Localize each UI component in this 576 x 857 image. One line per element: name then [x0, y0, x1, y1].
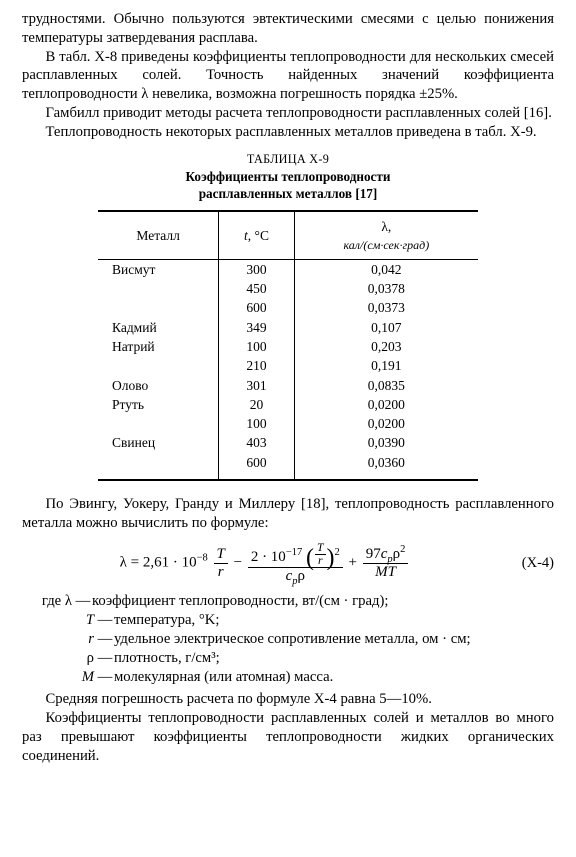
cell-temp: 450	[219, 279, 294, 298]
table-title: Коэффициенты теплопроводности расплавлен…	[22, 169, 554, 202]
table-row: 6000,0360	[98, 453, 478, 480]
col-temp: t, °C	[219, 211, 294, 259]
symbol-definitions: где λ — коэффициент теплопроводности, вт…	[22, 592, 554, 686]
cell-temp: 600	[219, 298, 294, 317]
cell-metal: Натрий	[98, 337, 219, 356]
cell-lambda: 0,042	[294, 259, 478, 279]
cell-lambda: 0,107	[294, 318, 478, 337]
cell-lambda: 0,0360	[294, 453, 478, 480]
def-M: молекулярная (или атомная) масса.	[114, 668, 554, 687]
cell-temp: 100	[219, 337, 294, 356]
cell-temp: 349	[219, 318, 294, 337]
term-3: 97cpρ2 MT	[363, 546, 409, 580]
cell-lambda: 0,0200	[294, 414, 478, 433]
cell-metal: Ртуть	[98, 395, 219, 414]
def-rho: плотность, г/см³;	[114, 649, 554, 668]
table-row: Ртуть200,0200	[98, 395, 478, 414]
cell-lambda: 0,203	[294, 337, 478, 356]
paragraph-7: Коэффициенты теплопроводности расплавлен…	[22, 709, 554, 765]
table-header-row: Металл t, °C λ, кал/(см·сек·град)	[98, 211, 478, 259]
table-caption: ТАБЛИЦА X-9	[22, 152, 554, 168]
def-lambda: коэффициент теплопроводности, вт/(см · г…	[92, 592, 554, 611]
cell-metal: Олово	[98, 376, 219, 395]
term-2: 2 · 10−17 ( T r )2 cpρ	[248, 542, 343, 584]
cell-lambda: 0,0390	[294, 433, 478, 452]
paragraph-5: По Эвингу, Уокеру, Гранду и Миллеру [18]…	[22, 495, 554, 533]
cell-temp: 20	[219, 395, 294, 414]
def-r: удельное электрическое сопротивление мет…	[114, 630, 554, 649]
table-row: Висмут3000,042	[98, 259, 478, 279]
cell-temp: 300	[219, 259, 294, 279]
cell-lambda: 0,0200	[294, 395, 478, 414]
table-row: 6000,0373	[98, 298, 478, 317]
def-T: температура, °K;	[114, 611, 554, 630]
table-row: 1000,0200	[98, 414, 478, 433]
cell-temp: 100	[219, 414, 294, 433]
table-row: Натрий1000,203	[98, 337, 478, 356]
term-1: T r	[214, 546, 228, 580]
table-bottom-rule	[98, 480, 478, 481]
table-row: Кадмий3490,107	[98, 318, 478, 337]
equation-x4: λ = 2,61 · 10−8 T r − 2 · 10−17 ( T r )2…	[22, 542, 554, 584]
cell-metal	[98, 414, 219, 433]
cell-lambda: 0,0378	[294, 279, 478, 298]
table-row: Олово3010,0835	[98, 376, 478, 395]
table-row: 4500,0378	[98, 279, 478, 298]
cell-temp: 210	[219, 356, 294, 375]
cell-lambda: 0,0835	[294, 376, 478, 395]
table-row: Свинец4030,0390	[98, 433, 478, 452]
cell-temp: 301	[219, 376, 294, 395]
cell-metal: Свинец	[98, 433, 219, 452]
col-lambda: λ, кал/(см·сек·град)	[294, 211, 478, 259]
paragraph-1: трудностями. Обычно пользуются эвтектиче…	[22, 10, 554, 48]
cell-metal: Висмут	[98, 259, 219, 279]
table-x9: Металл t, °C λ, кал/(см·сек·град) Висмут…	[98, 210, 478, 481]
table-title-line-2: расплавленных металлов [17]	[199, 186, 378, 201]
cell-metal	[98, 298, 219, 317]
paragraph-6: Средняя погрешность расчета по формуле X…	[22, 690, 554, 709]
equation-number: (X-4)	[508, 554, 554, 573]
cell-metal	[98, 453, 219, 480]
cell-lambda: 0,191	[294, 356, 478, 375]
cell-metal	[98, 356, 219, 375]
cell-temp: 600	[219, 453, 294, 480]
paragraph-2: В табл. X-8 приведены коэффициенты тепло…	[22, 48, 554, 104]
paragraph-3: Гамбилл приводит методы расчета теплопро…	[22, 104, 554, 123]
cell-metal	[98, 279, 219, 298]
paragraph-4: Теплопроводность некоторых расплавленных…	[22, 123, 554, 142]
cell-lambda: 0,0373	[294, 298, 478, 317]
table-title-line-1: Коэффициенты теплопроводности	[185, 169, 390, 184]
equation-body: λ = 2,61 · 10−8 T r − 2 · 10−17 ( T r )2…	[22, 542, 508, 584]
table-row: 2100,191	[98, 356, 478, 375]
cell-temp: 403	[219, 433, 294, 452]
page: трудностями. Обычно пользуются эвтектиче…	[0, 0, 576, 780]
col-metal: Металл	[98, 211, 219, 259]
cell-metal: Кадмий	[98, 318, 219, 337]
